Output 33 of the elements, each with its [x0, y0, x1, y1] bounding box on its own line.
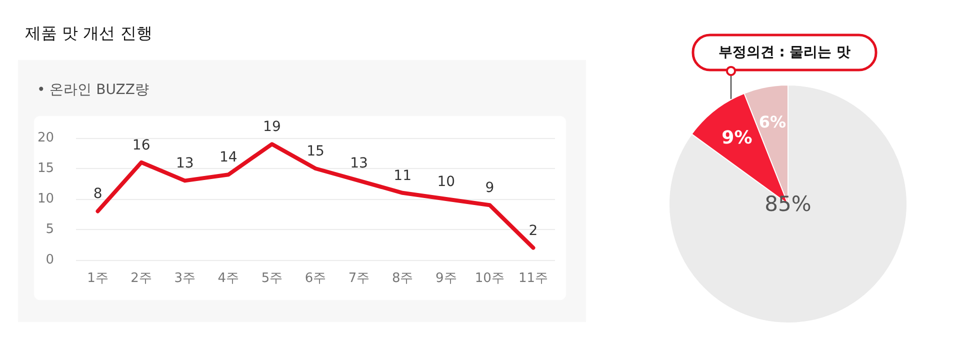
x-tick-label: 3주 [174, 271, 196, 286]
chart-subtitle: • 온라인 BUZZ량 [37, 82, 149, 98]
x-tick-label: 4주 [218, 271, 240, 286]
data-label: 8 [93, 186, 102, 202]
x-tick-label: 11주 [518, 271, 548, 286]
data-label: 13 [176, 156, 194, 172]
y-tick-label: 20 [37, 130, 54, 146]
y-tick-label: 0 [46, 252, 54, 268]
y-tick-label: 15 [37, 161, 54, 176]
chart-title: 제품 맛 개선 진행 [25, 24, 152, 42]
y-tick-label: 5 [46, 222, 54, 237]
data-label: 2 [528, 222, 538, 239]
x-tick-label: 9주 [435, 271, 457, 286]
data-label: 9% [722, 128, 752, 149]
x-tick-label: 7주 [348, 271, 370, 286]
data-label: 14 [219, 150, 238, 166]
x-tick-label: 5주 [261, 271, 283, 286]
x-tick-label: 6주 [304, 271, 326, 286]
data-label: 15 [306, 144, 324, 160]
x-tick-label: 2주 [130, 271, 152, 286]
data-label: 10 [437, 174, 456, 190]
text: 부정의견 : 물리는 맛 [718, 44, 851, 60]
data-label: 6% [758, 112, 786, 132]
x-tick-label: 8주 [392, 271, 414, 286]
data-label: 9 [485, 180, 494, 196]
x-tick-label: 10주 [474, 271, 504, 286]
data-label: 11 [394, 168, 412, 184]
data-label: 16 [132, 137, 150, 154]
y-tick-label: 10 [37, 192, 54, 206]
x-tick-label: 1주 [87, 271, 108, 286]
data-label: 85% [764, 192, 812, 216]
data-label: 13 [350, 156, 368, 172]
data-label: 19 [263, 119, 281, 136]
